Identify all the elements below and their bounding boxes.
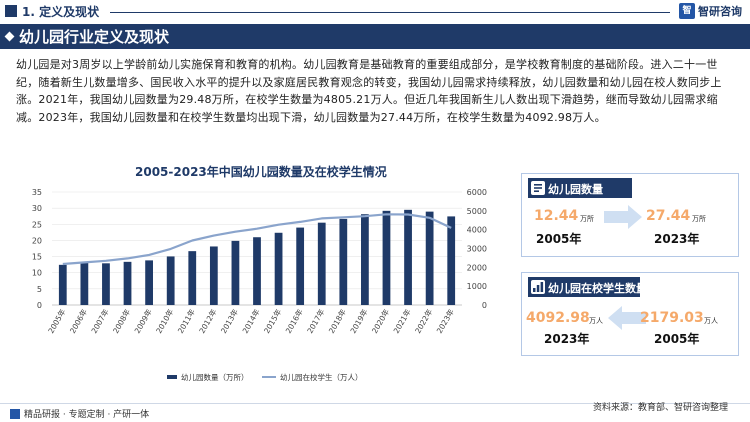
bar	[166, 256, 175, 305]
y-left-tick-label: 15	[32, 253, 42, 262]
end-year: 2023年	[654, 232, 700, 246]
latest-unit: 万人	[589, 317, 603, 325]
y-left-tick-label: 20	[32, 236, 42, 245]
x-tick-label: 2008年	[110, 307, 132, 335]
diamond-icon	[4, 31, 15, 42]
x-tick-label: 2011年	[175, 307, 197, 335]
section-title: 1. 定义及现状	[22, 5, 100, 19]
bar	[253, 237, 261, 305]
legend-line-label: 幼儿园在校学生（万人）	[280, 372, 363, 382]
x-tick-label: 2016年	[283, 307, 305, 335]
footer-logo-icon	[10, 408, 20, 419]
y-right-tick-label: 6000	[467, 188, 487, 197]
y-right-tick-label: 0	[482, 301, 487, 310]
bar	[123, 261, 132, 305]
x-tick-label: 2017年	[305, 307, 327, 335]
y-left-tick-label: 10	[32, 269, 42, 278]
x-tick-label: 2014年	[240, 307, 262, 335]
logo-text: 智研咨询	[698, 5, 742, 18]
bar	[231, 240, 240, 305]
start-unit: 万所	[580, 215, 594, 223]
kindergarten-chart: 0 5 10 15 20 25 30 35 0 1000 2000 3000 4000 5000 6000 2…	[32, 188, 487, 382]
x-tick-label: 2018年	[326, 307, 348, 335]
chart-title: 2005-2023年中国幼儿园数量及在校学生情况	[135, 165, 387, 179]
end-unit: 万所	[692, 215, 706, 223]
latest-year: 2023年	[544, 332, 590, 346]
page-header: 幼儿园行业定义及现状	[0, 24, 750, 49]
footer-divider	[0, 403, 750, 404]
y-left-tick-label: 35	[32, 188, 42, 197]
x-tick-label: 2009年	[132, 307, 154, 335]
page-title: 幼儿园行业定义及现状	[19, 28, 170, 46]
x-tick-label: 2015年	[261, 307, 283, 335]
legend-bar-label: 幼儿园数量（万所）	[181, 372, 249, 382]
brand-logo: 智 智研咨询	[679, 3, 742, 19]
y-left-tick-label: 25	[32, 220, 42, 229]
y-right-tick-label: 3000	[467, 245, 487, 254]
y-right-tick-label: 4000	[467, 226, 487, 235]
arrow-left-icon	[608, 306, 646, 330]
y-left-tick-label: 5	[37, 285, 42, 294]
section-marker	[5, 5, 17, 17]
x-tick-label: 2005年	[46, 307, 68, 335]
latest-value: 4092.98	[526, 310, 590, 326]
legend-bar-swatch	[167, 375, 177, 379]
footer-tagline-text: 精品研报 · 专题定制 · 产研一体	[24, 410, 150, 420]
start-value: 12.44	[534, 208, 579, 224]
card-header: 幼儿园在校学生数量	[528, 277, 647, 297]
bar	[80, 262, 89, 305]
bar	[339, 218, 348, 305]
bar	[58, 264, 67, 305]
y-right-tick-label: 2000	[467, 263, 487, 272]
y-left-tick-label: 0	[37, 301, 42, 310]
earliest-value: 2179.03	[640, 310, 704, 326]
start-year: 2005年	[536, 232, 582, 246]
bar	[361, 214, 369, 305]
bar	[382, 210, 391, 305]
section-bar: 1. 定义及现状 智 智研咨询	[0, 0, 750, 22]
bar	[145, 260, 153, 305]
bar	[404, 209, 412, 305]
source-note: 资料来源：教育部、智研咨询整理	[592, 403, 728, 413]
x-tick-label: 2007年	[89, 307, 111, 335]
earliest-year: 2005年	[654, 332, 700, 346]
y-right-tick-label: 1000	[467, 282, 487, 291]
x-tick-label: 2019年	[348, 307, 370, 335]
x-tick-label: 2020年	[369, 307, 391, 335]
intro-paragraph: 幼儿园是对3周岁以上学龄前幼儿实施保育和教育的机构。幼儿园教育是基础教育的重要组…	[16, 58, 722, 124]
bar	[296, 227, 305, 305]
arrow-right-icon	[604, 205, 642, 229]
document-icon	[531, 181, 545, 195]
card-title: 幼儿园在校学生数量	[548, 282, 647, 295]
earliest-unit: 万人	[704, 317, 718, 325]
y-right-tick-label: 5000	[467, 207, 487, 216]
end-value: 27.44	[646, 208, 691, 224]
bar	[447, 216, 456, 305]
x-tick-label: 2022年	[412, 307, 434, 335]
x-tick-label: 2021年	[391, 307, 413, 335]
card-kindergarten-count: 幼儿园数量 12.44 万所 27.44 万所 2005年 2023年	[521, 173, 739, 257]
section-divider	[110, 12, 670, 13]
card-header: 幼儿园数量	[528, 178, 632, 198]
bar	[188, 251, 197, 305]
x-tick-label: 2010年	[153, 307, 175, 335]
x-tick-label: 2006年	[67, 307, 89, 335]
y-left-tick-label: 30	[32, 204, 42, 213]
bar-chart-icon	[531, 280, 545, 294]
x-tick-label: 2023年	[434, 307, 456, 335]
bar	[102, 263, 110, 305]
bar	[274, 232, 283, 305]
x-tick-label: 2012年	[197, 307, 219, 335]
bar	[317, 222, 326, 305]
logo-icon: 智	[679, 3, 695, 19]
bar	[425, 211, 434, 305]
card-title: 幼儿园数量	[548, 183, 603, 196]
bar	[209, 246, 218, 305]
footer-tagline: 精品研报 · 专题定制 · 产研一体	[10, 407, 149, 420]
x-tick-label: 2013年	[218, 307, 240, 335]
card-student-count: 幼儿园在校学生数量 4092.98 万人 2179.03 万人 2023年 20…	[521, 272, 739, 356]
series-line	[62, 213, 452, 266]
